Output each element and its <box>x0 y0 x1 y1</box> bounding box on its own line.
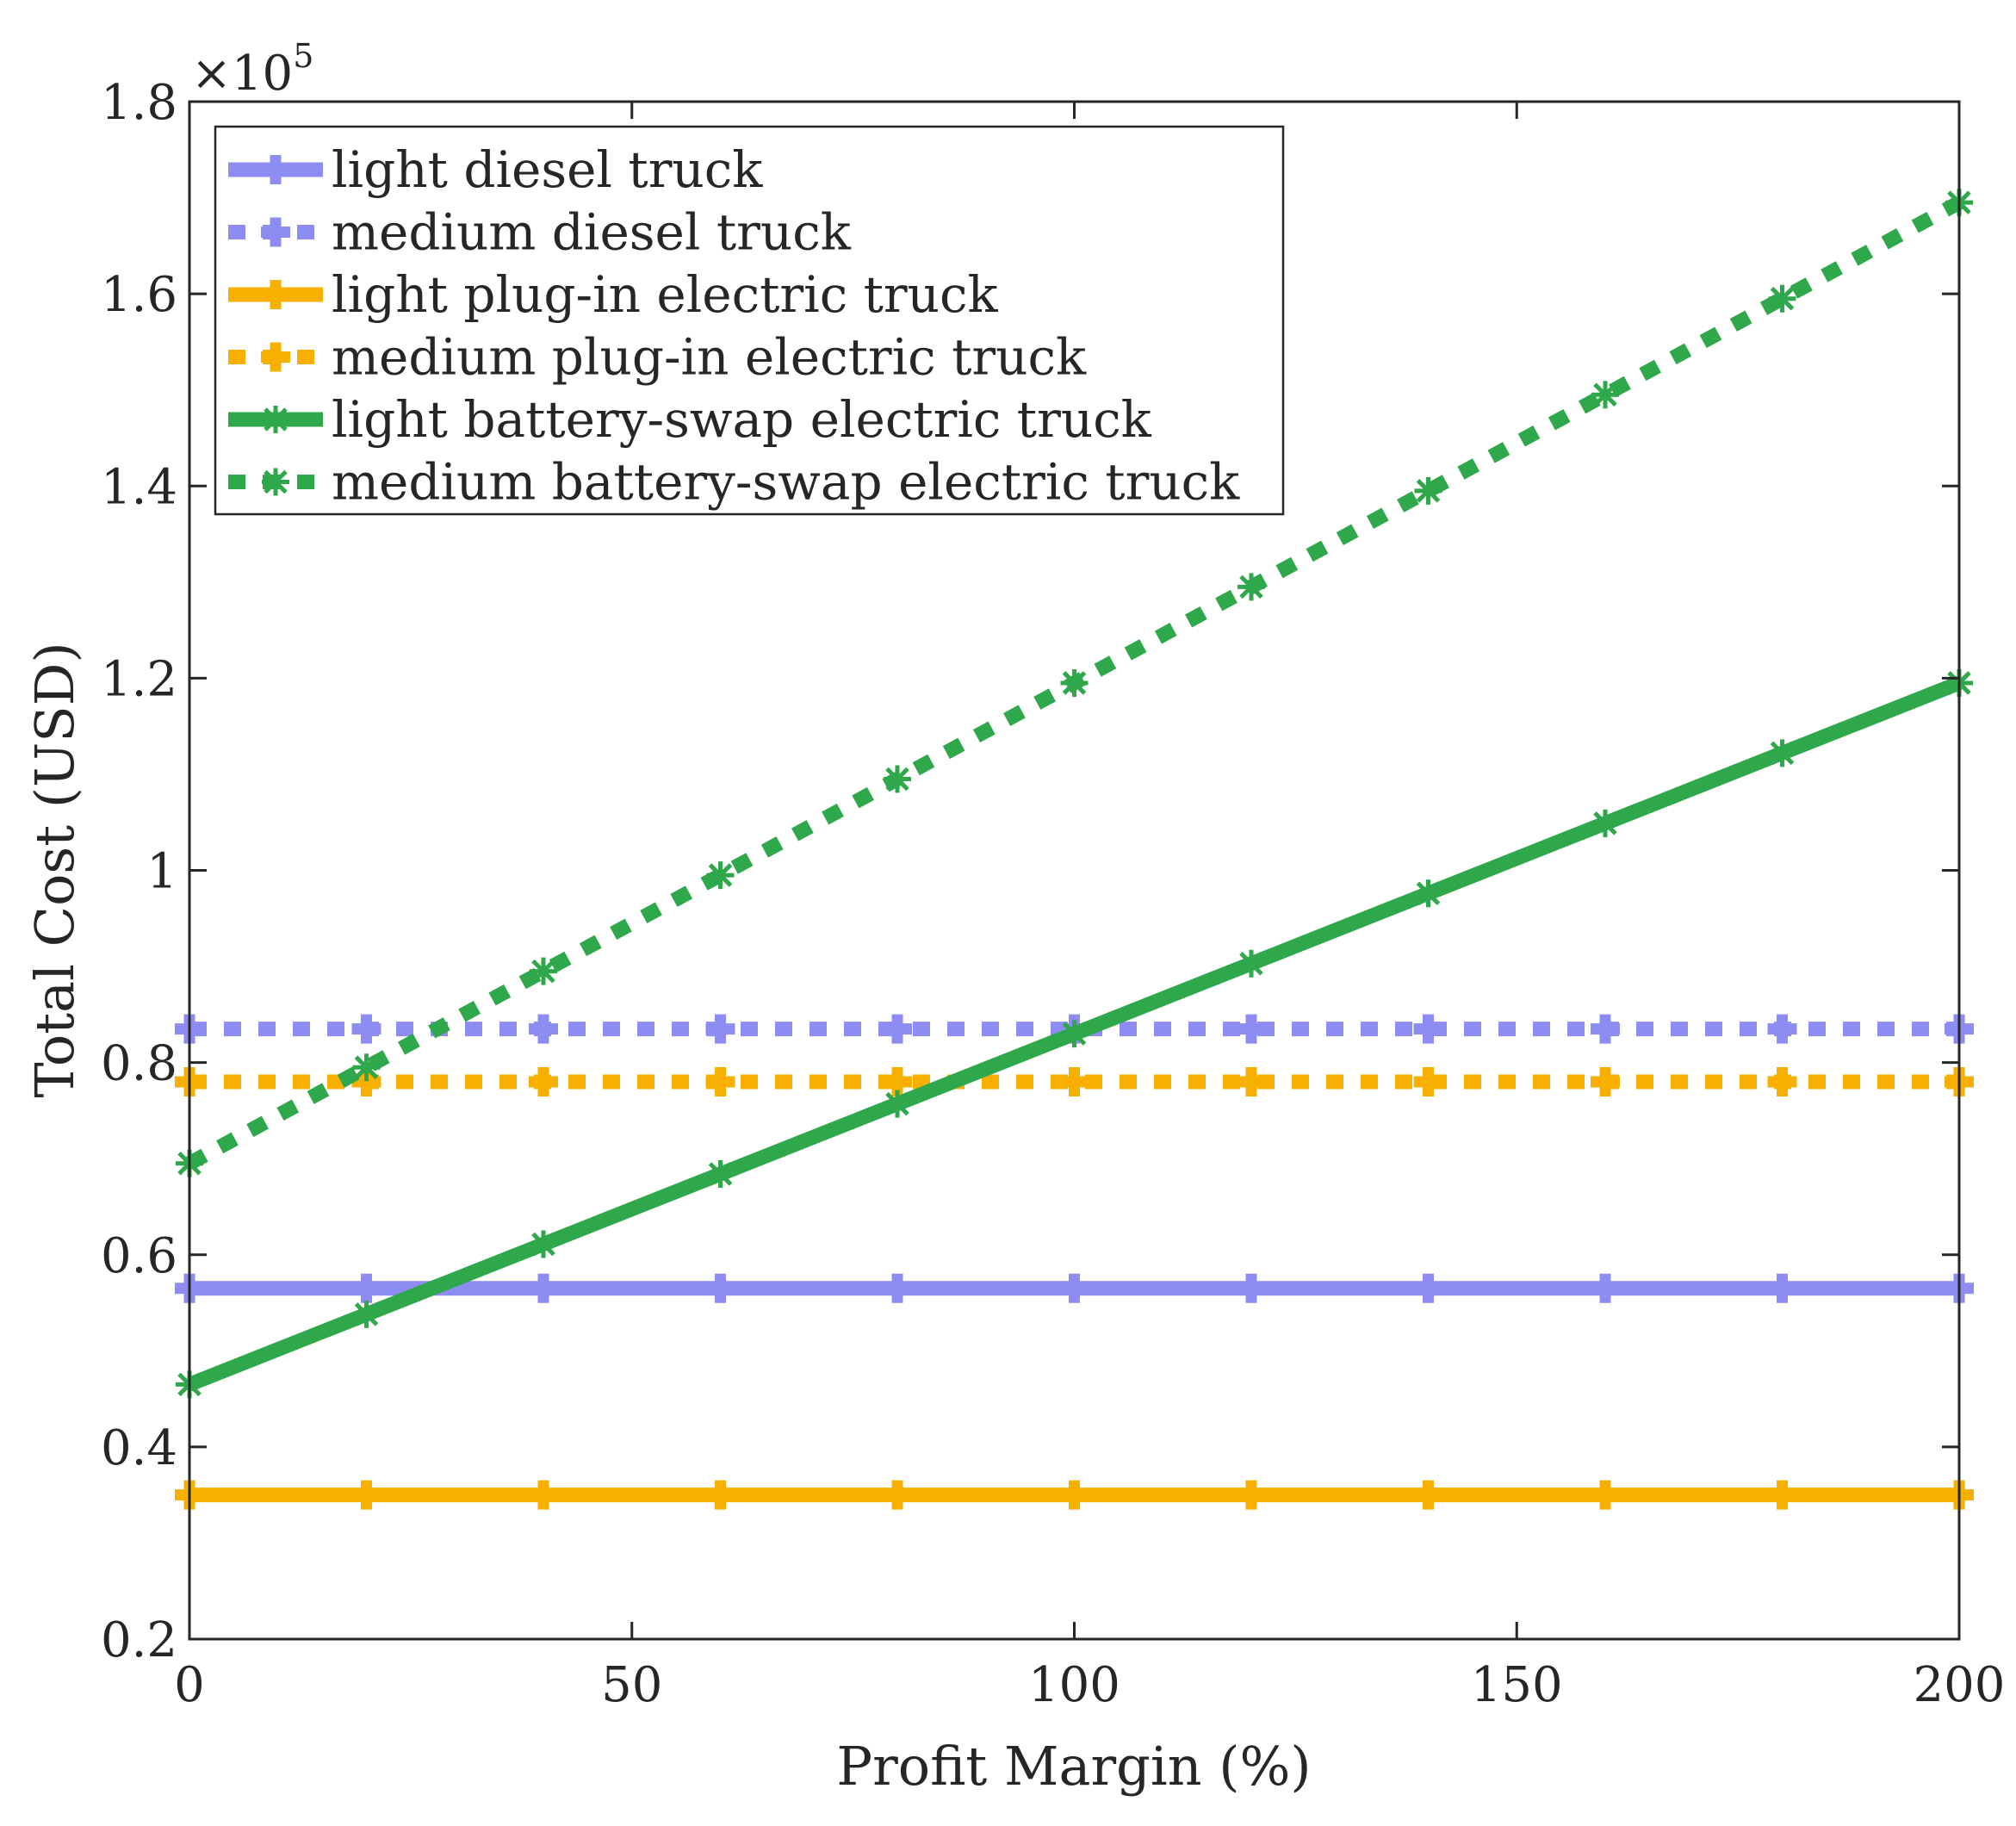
data-point-marker <box>1767 1014 1797 1044</box>
legend-box <box>214 125 1285 516</box>
y-tick-label: 0.8 <box>101 1036 177 1092</box>
legend-label: light diesel truck <box>332 140 763 199</box>
data-point-marker <box>1237 1066 1266 1096</box>
legend-item-light-battery-swap-electric-truck: light battery-swap electric truck <box>228 390 1152 449</box>
legend-label: light plug-in electric truck <box>332 265 998 324</box>
data-point-marker <box>1413 1273 1443 1303</box>
legend-item-medium-plug-in-electric-truck: medium plug-in electric truck <box>228 328 1087 387</box>
data-point-marker <box>529 1273 558 1303</box>
data-point-marker <box>705 1066 735 1096</box>
data-point-marker <box>351 1273 381 1303</box>
data-point-marker <box>706 1160 735 1189</box>
data-point-marker <box>1059 1480 1089 1510</box>
data-point-marker <box>1591 381 1619 409</box>
y-tick-label: 1.6 <box>101 267 177 323</box>
data-point-marker <box>1767 1273 1797 1303</box>
legend-label: light battery-swap electric truck <box>332 390 1152 449</box>
y-multiplier-base: ×10 <box>191 46 293 102</box>
data-point-marker <box>529 1066 558 1096</box>
data-point-marker <box>1591 1273 1620 1303</box>
data-point-marker <box>352 1053 381 1082</box>
data-point-marker <box>705 1273 735 1303</box>
data-point-marker <box>1237 1480 1266 1510</box>
y-tick-label: 1 <box>146 844 177 900</box>
legend-label: medium diesel truck <box>332 203 852 262</box>
data-point-marker <box>705 1480 735 1510</box>
data-point-marker <box>884 1090 911 1118</box>
legend-label: medium plug-in electric truck <box>332 328 1087 387</box>
x-tick-label: 0 <box>174 1657 205 1713</box>
legend-item-medium-diesel-truck: medium diesel truck <box>228 203 852 262</box>
data-point-marker <box>1591 809 1619 837</box>
data-point-marker <box>1767 1066 1797 1096</box>
data-point-marker <box>883 1273 912 1303</box>
y-tick-label: 0.4 <box>101 1420 177 1476</box>
data-point-marker <box>1237 1273 1266 1303</box>
legend-item-light-plug-in-electric-truck: light plug-in electric truck <box>228 265 998 324</box>
legend-marker <box>261 342 290 372</box>
legend-marker <box>261 280 290 309</box>
legend-marker <box>262 468 289 496</box>
data-point-marker <box>706 861 735 890</box>
data-point-marker <box>1768 739 1796 767</box>
legend-item-light-diesel-truck: light diesel truck <box>228 140 763 199</box>
data-point-marker <box>351 1480 381 1510</box>
y-multiplier-exponent: 5 <box>293 37 313 75</box>
data-point-marker <box>1413 1014 1443 1044</box>
data-point-marker <box>1059 1273 1089 1303</box>
data-point-marker <box>1060 668 1089 697</box>
data-point-marker <box>1591 1014 1620 1044</box>
data-point-marker <box>705 1014 735 1044</box>
data-point-marker <box>1060 1020 1089 1048</box>
x-tick-label: 200 <box>1914 1657 2006 1713</box>
legend-label: medium battery-swap electric truck <box>332 453 1240 512</box>
data-point-marker <box>1768 284 1796 313</box>
data-point-marker <box>530 1230 557 1258</box>
data-point-marker <box>883 1014 912 1044</box>
y-tick-label: 1.8 <box>101 75 177 131</box>
y-tick-label: 0.2 <box>101 1612 177 1668</box>
data-point-marker <box>1237 1014 1266 1044</box>
data-point-marker <box>1591 1480 1620 1510</box>
data-point-marker <box>529 1480 558 1510</box>
data-point-marker <box>530 957 557 985</box>
tick-layer: 0 50 100 150 200 0.2 0.4 0.6 0.8 1 1.2 1.4 1.6 1.8 <box>101 75 2006 1713</box>
data-point-marker <box>1238 949 1265 978</box>
y-tick-label: 1.2 <box>101 651 177 707</box>
x-tick-label: 150 <box>1471 1657 1563 1713</box>
data-point-marker <box>1413 1066 1443 1096</box>
data-point-marker <box>1238 573 1265 601</box>
legend-marker <box>261 217 290 247</box>
data-point-marker <box>1414 879 1442 908</box>
legend-marker <box>261 155 290 184</box>
y-multiplier: ×105 <box>191 37 313 102</box>
x-tick-label: 100 <box>1028 1657 1120 1713</box>
legend-marker <box>262 406 289 433</box>
data-point-marker <box>352 1300 381 1328</box>
x-tick-label: 50 <box>601 1657 662 1713</box>
legend-item-medium-battery-swap-electric-truck: medium battery-swap electric truck <box>228 453 1240 512</box>
data-point-marker <box>1059 1066 1089 1096</box>
data-point-marker <box>351 1014 381 1044</box>
data-point-marker <box>884 765 911 793</box>
y-tick-label: 0.6 <box>101 1228 177 1284</box>
data-point-marker <box>1413 1480 1443 1510</box>
y-tick-label: 1.4 <box>101 459 177 515</box>
data-point-marker <box>1591 1066 1620 1096</box>
y-axis-label: Total Cost (USD) <box>23 642 86 1097</box>
x-axis-label: Profit Margin (%) <box>836 1735 1311 1798</box>
data-point-marker <box>1767 1480 1797 1510</box>
data-point-marker <box>529 1014 558 1044</box>
data-point-marker <box>883 1480 912 1510</box>
data-point-marker <box>1414 476 1442 505</box>
